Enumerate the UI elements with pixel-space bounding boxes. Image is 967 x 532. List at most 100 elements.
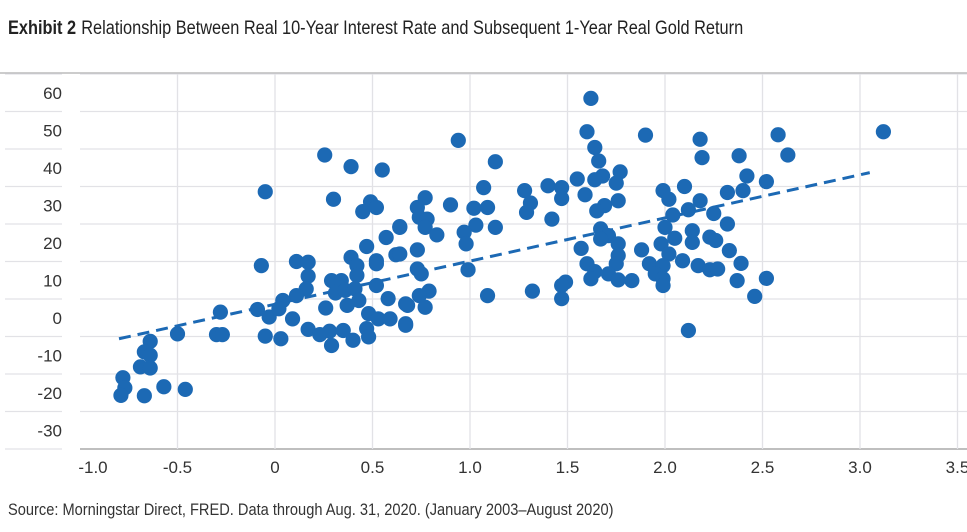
data-point xyxy=(339,297,355,313)
x-tick-label: 0 xyxy=(270,458,279,477)
x-tick-label: -0.5 xyxy=(163,458,192,477)
data-point xyxy=(257,328,273,344)
data-point xyxy=(476,180,492,196)
data-point xyxy=(374,162,390,178)
data-point xyxy=(706,205,722,222)
data-point xyxy=(288,288,305,304)
data-point xyxy=(177,381,193,397)
y-tick-label: 30 xyxy=(43,196,62,215)
data-point xyxy=(249,301,266,318)
data-point xyxy=(442,197,459,213)
data-point xyxy=(429,227,445,243)
y-tick-label: 0 xyxy=(53,309,62,328)
data-point xyxy=(361,329,377,345)
data-point xyxy=(456,224,472,240)
x-tick-label: -1.0 xyxy=(78,458,107,477)
data-point xyxy=(136,388,152,404)
data-point xyxy=(694,150,710,166)
data-point xyxy=(300,321,316,337)
data-point xyxy=(392,219,408,235)
data-point xyxy=(667,230,683,246)
data-point xyxy=(731,148,747,164)
y-tick-label: -20 xyxy=(37,384,62,403)
data-point xyxy=(692,193,708,209)
data-point xyxy=(409,242,425,258)
data-point xyxy=(398,317,414,333)
data-point xyxy=(460,262,476,278)
data-point xyxy=(544,211,560,227)
data-point xyxy=(573,240,589,256)
data-point xyxy=(661,191,677,207)
data-point xyxy=(608,175,624,191)
data-point xyxy=(466,200,482,216)
data-point xyxy=(610,236,626,252)
data-point xyxy=(417,299,433,315)
data-point xyxy=(468,217,484,233)
data-point xyxy=(593,231,609,247)
data-point xyxy=(554,277,570,294)
data-point xyxy=(487,219,503,235)
data-point xyxy=(368,277,384,294)
data-point xyxy=(214,327,230,343)
data-point xyxy=(343,159,359,175)
data-point xyxy=(692,131,708,147)
data-point xyxy=(739,168,755,184)
data-point xyxy=(684,223,700,239)
x-tick-label: 2.5 xyxy=(751,458,775,477)
y-tick-label: 60 xyxy=(43,84,62,103)
x-tick-label: 1.0 xyxy=(458,458,482,477)
data-point xyxy=(579,124,595,140)
data-point xyxy=(577,187,593,203)
trendline xyxy=(118,171,871,341)
data-point xyxy=(674,253,691,269)
data-point xyxy=(479,288,496,304)
data-point xyxy=(368,199,384,216)
y-tick-label: -10 xyxy=(37,346,62,365)
x-tick-label: 3.5 xyxy=(946,458,967,477)
data-point xyxy=(569,171,585,187)
data-point xyxy=(368,256,384,272)
data-point xyxy=(729,273,745,289)
y-tick-label: 10 xyxy=(43,271,62,290)
data-point xyxy=(554,180,570,196)
data-point xyxy=(349,267,365,283)
data-point xyxy=(780,147,796,163)
data-point xyxy=(288,253,305,270)
data-point xyxy=(624,273,640,289)
data-point xyxy=(487,154,503,170)
data-point xyxy=(637,127,654,143)
data-point xyxy=(610,272,626,288)
data-point xyxy=(554,291,570,307)
data-point xyxy=(684,234,700,250)
y-tick-label: -30 xyxy=(37,421,62,440)
exhibit-label: Exhibit 2 xyxy=(8,18,77,39)
data-point xyxy=(710,261,726,277)
data-point xyxy=(142,347,158,363)
data-point xyxy=(347,281,363,297)
data-point xyxy=(370,311,386,327)
data-point xyxy=(318,300,334,316)
data-point xyxy=(708,232,724,249)
data-point xyxy=(322,323,338,339)
data-point xyxy=(721,243,737,259)
data-point xyxy=(417,219,433,235)
data-point xyxy=(351,292,367,309)
data-point xyxy=(758,270,775,286)
chart-title: Exhibit 2 Relationship Between Real 10-Ye… xyxy=(8,18,743,40)
data-point xyxy=(758,174,775,190)
data-point xyxy=(411,288,427,304)
data-point xyxy=(257,184,273,200)
data-point xyxy=(169,326,186,342)
data-point xyxy=(380,291,396,307)
data-point xyxy=(317,147,333,163)
data-point xyxy=(400,297,416,313)
data-point xyxy=(284,311,301,327)
data-point xyxy=(273,331,289,347)
data-point xyxy=(253,258,269,274)
data-point xyxy=(665,207,681,223)
data-point xyxy=(325,191,342,207)
chart-title-text: Relationship Between Real 10-Year Intere… xyxy=(81,18,744,39)
x-tick-label: 1.5 xyxy=(556,458,580,477)
data-point xyxy=(690,258,706,274)
